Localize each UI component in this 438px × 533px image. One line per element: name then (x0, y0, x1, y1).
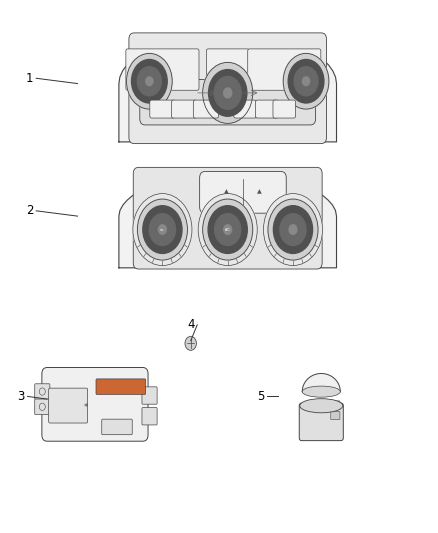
FancyBboxPatch shape (96, 379, 145, 394)
Circle shape (294, 67, 318, 96)
Circle shape (185, 336, 196, 350)
FancyBboxPatch shape (150, 100, 175, 118)
Circle shape (208, 206, 247, 253)
Text: ▲: ▲ (224, 189, 229, 194)
Circle shape (224, 88, 232, 98)
FancyBboxPatch shape (142, 387, 157, 404)
Circle shape (203, 199, 253, 260)
FancyBboxPatch shape (140, 79, 316, 125)
FancyBboxPatch shape (102, 419, 132, 435)
Text: 1: 1 (26, 72, 33, 85)
Text: 5: 5 (257, 390, 264, 403)
Circle shape (224, 225, 232, 235)
Circle shape (288, 60, 324, 103)
Text: oo: oo (160, 228, 165, 231)
Circle shape (264, 193, 322, 265)
FancyBboxPatch shape (35, 384, 50, 399)
Circle shape (268, 199, 318, 260)
Circle shape (208, 70, 247, 116)
Polygon shape (302, 374, 340, 392)
Circle shape (280, 214, 306, 246)
Circle shape (138, 199, 187, 260)
Circle shape (159, 225, 166, 235)
Circle shape (215, 214, 241, 246)
FancyBboxPatch shape (331, 411, 340, 419)
FancyBboxPatch shape (206, 49, 249, 90)
FancyBboxPatch shape (172, 100, 197, 118)
Text: A/C: A/C (225, 228, 231, 231)
FancyBboxPatch shape (133, 167, 322, 269)
Polygon shape (119, 50, 336, 142)
Circle shape (198, 193, 257, 265)
FancyBboxPatch shape (234, 100, 256, 118)
Ellipse shape (300, 399, 343, 413)
Text: 3: 3 (17, 390, 25, 403)
FancyBboxPatch shape (142, 408, 157, 425)
Text: ▲: ▲ (257, 189, 262, 194)
FancyBboxPatch shape (129, 33, 326, 143)
FancyBboxPatch shape (299, 403, 343, 441)
FancyBboxPatch shape (200, 172, 286, 213)
Circle shape (133, 193, 192, 265)
Circle shape (146, 77, 153, 86)
Circle shape (149, 214, 176, 246)
Text: 2: 2 (26, 204, 33, 217)
Circle shape (203, 62, 253, 124)
Circle shape (289, 225, 297, 235)
FancyBboxPatch shape (273, 100, 296, 118)
Circle shape (303, 77, 310, 86)
Ellipse shape (302, 386, 340, 397)
FancyBboxPatch shape (126, 49, 199, 90)
Circle shape (214, 76, 241, 109)
Text: *: * (83, 403, 88, 412)
Circle shape (143, 206, 182, 253)
FancyBboxPatch shape (193, 100, 219, 118)
FancyBboxPatch shape (35, 399, 50, 415)
Text: 4: 4 (187, 318, 194, 332)
FancyBboxPatch shape (248, 49, 321, 90)
Circle shape (283, 53, 329, 109)
FancyBboxPatch shape (42, 368, 148, 441)
Polygon shape (119, 186, 336, 268)
Circle shape (131, 60, 167, 103)
FancyBboxPatch shape (331, 401, 340, 409)
FancyBboxPatch shape (255, 100, 278, 118)
FancyBboxPatch shape (49, 388, 88, 423)
Circle shape (273, 206, 313, 253)
Circle shape (127, 53, 172, 109)
Circle shape (138, 67, 161, 96)
